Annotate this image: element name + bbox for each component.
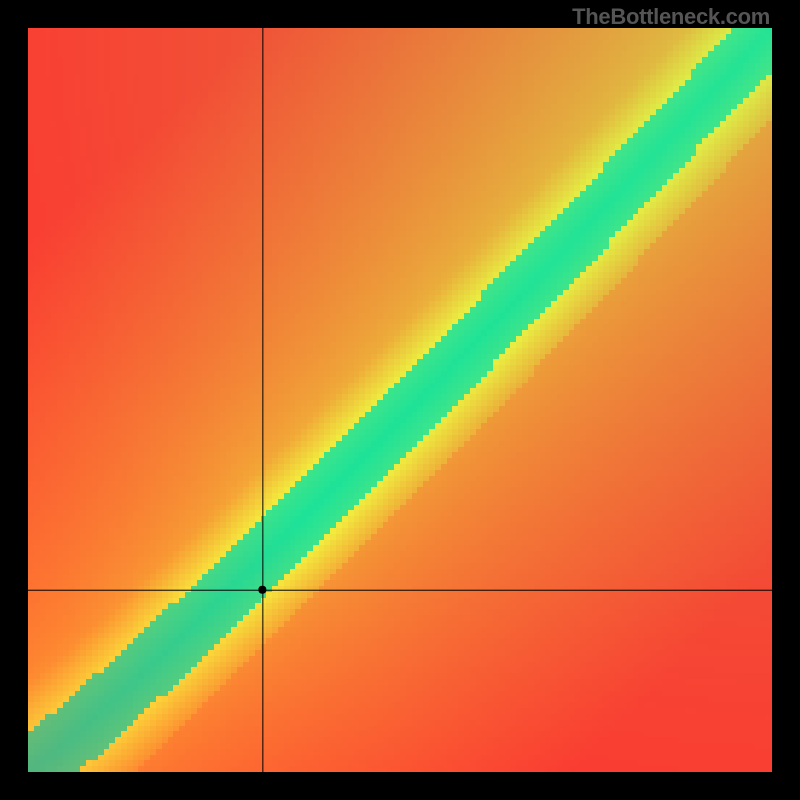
chart-container: TheBottleneck.com (0, 0, 800, 800)
bottleneck-heatmap (0, 0, 800, 800)
watermark-text: TheBottleneck.com (572, 4, 770, 30)
